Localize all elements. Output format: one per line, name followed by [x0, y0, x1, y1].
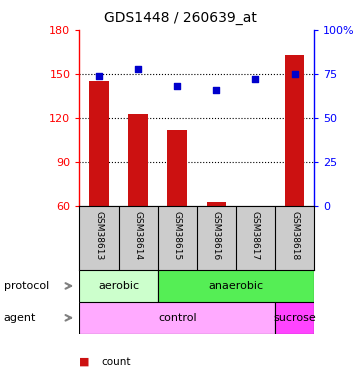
Text: aerobic: aerobic — [98, 281, 139, 291]
Text: GSM38617: GSM38617 — [251, 211, 260, 261]
Point — [213, 87, 219, 93]
Point — [252, 76, 258, 82]
Bar — [206, 202, 226, 206]
Text: GSM38613: GSM38613 — [95, 211, 104, 261]
Bar — [285, 55, 304, 206]
Bar — [128, 114, 148, 206]
Text: GDS1448 / 260639_at: GDS1448 / 260639_at — [104, 11, 257, 25]
Bar — [168, 130, 187, 206]
Bar — [89, 81, 109, 206]
Point — [174, 83, 180, 89]
Text: agent: agent — [4, 313, 36, 323]
Text: protocol: protocol — [4, 281, 49, 291]
Text: ■: ■ — [79, 357, 90, 367]
Point — [292, 71, 297, 77]
Text: GSM38614: GSM38614 — [134, 211, 143, 261]
Point — [96, 73, 102, 79]
Text: sucrose: sucrose — [273, 313, 316, 323]
Text: control: control — [158, 313, 196, 323]
Bar — [79, 302, 275, 334]
Bar — [79, 270, 158, 302]
Text: GSM38618: GSM38618 — [290, 211, 299, 261]
Text: GSM38615: GSM38615 — [173, 211, 182, 261]
Bar — [158, 270, 314, 302]
Text: anaerobic: anaerobic — [208, 281, 264, 291]
Text: count: count — [101, 357, 131, 367]
Text: GSM38616: GSM38616 — [212, 211, 221, 261]
Point — [135, 66, 141, 72]
Bar — [275, 302, 314, 334]
